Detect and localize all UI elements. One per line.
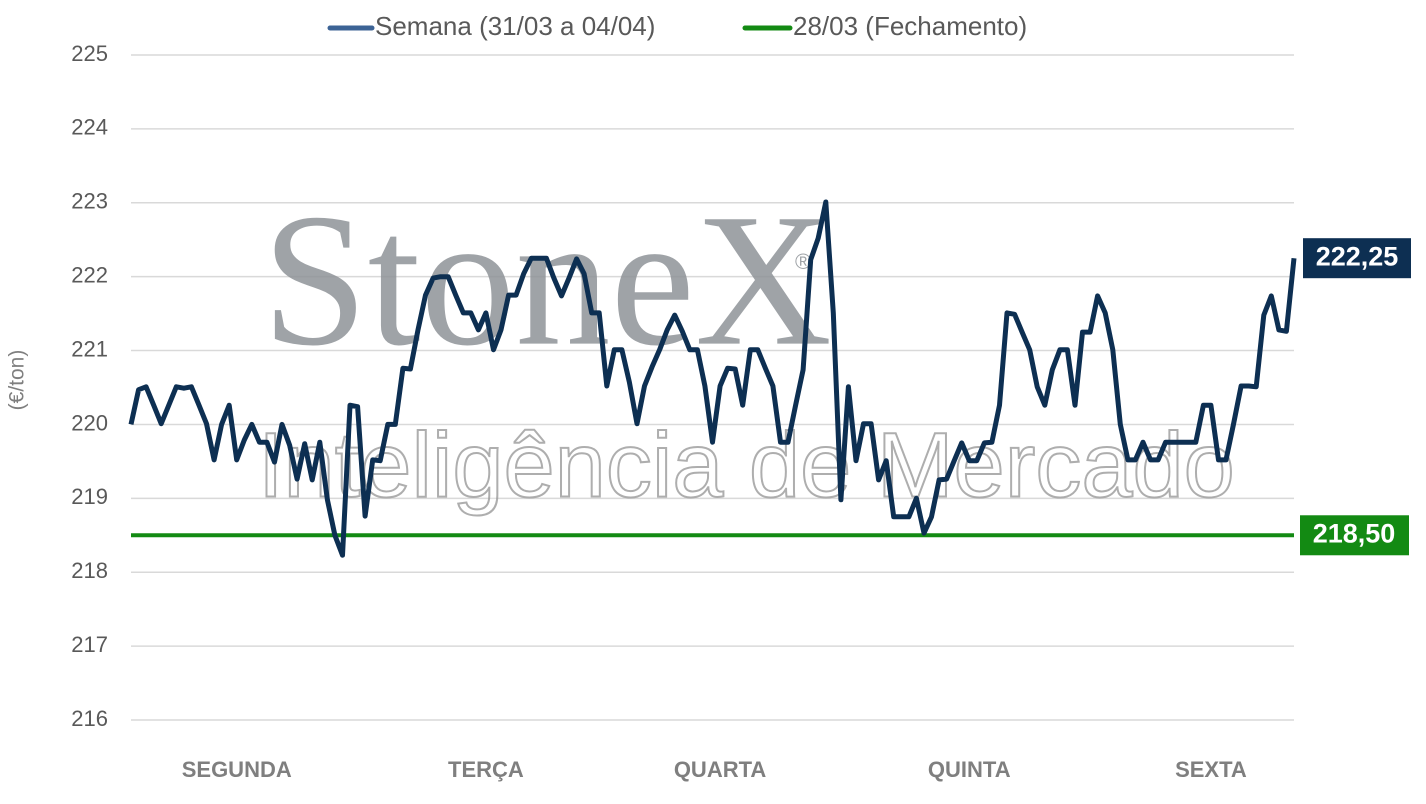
y-tick-label: 217 (71, 632, 108, 657)
x-tick-label: SEXTA (1175, 757, 1247, 782)
y-axis-label: (€/ton) (6, 350, 29, 411)
watermark-mark: ® (795, 249, 811, 274)
y-tick-label: 225 (71, 41, 108, 66)
reference-label-box (1300, 515, 1409, 556)
value-label: 222,25 (1316, 241, 1399, 271)
y-tick-label: 223 (71, 189, 108, 214)
legend-label: 28/03 (Fechamento) (793, 11, 1027, 41)
y-tick-label: 220 (71, 410, 108, 435)
y-tick-label: 216 (71, 706, 108, 731)
reference-label: 218,50 (1313, 518, 1396, 548)
x-tick-label: TERÇA (448, 757, 524, 782)
x-tick-label: QUARTA (674, 757, 767, 782)
y-tick-label: 218 (71, 558, 108, 583)
series-line (128, 199, 1297, 558)
x-tick-label: SEGUNDA (182, 757, 292, 782)
legend-label: Semana (31/03 a 04/04) (375, 11, 655, 41)
watermark-tagline: Inteligência de Mercado (258, 414, 1235, 516)
y-tick-label: 221 (71, 336, 108, 361)
y-tick-label: 219 (71, 484, 108, 509)
y-tick-label: 224 (71, 115, 108, 140)
value-label-box (1303, 238, 1411, 279)
y-tick-label: 222 (71, 262, 108, 287)
watermark-brand: StoneX (262, 176, 832, 386)
x-tick-label: QUINTA (928, 757, 1011, 782)
